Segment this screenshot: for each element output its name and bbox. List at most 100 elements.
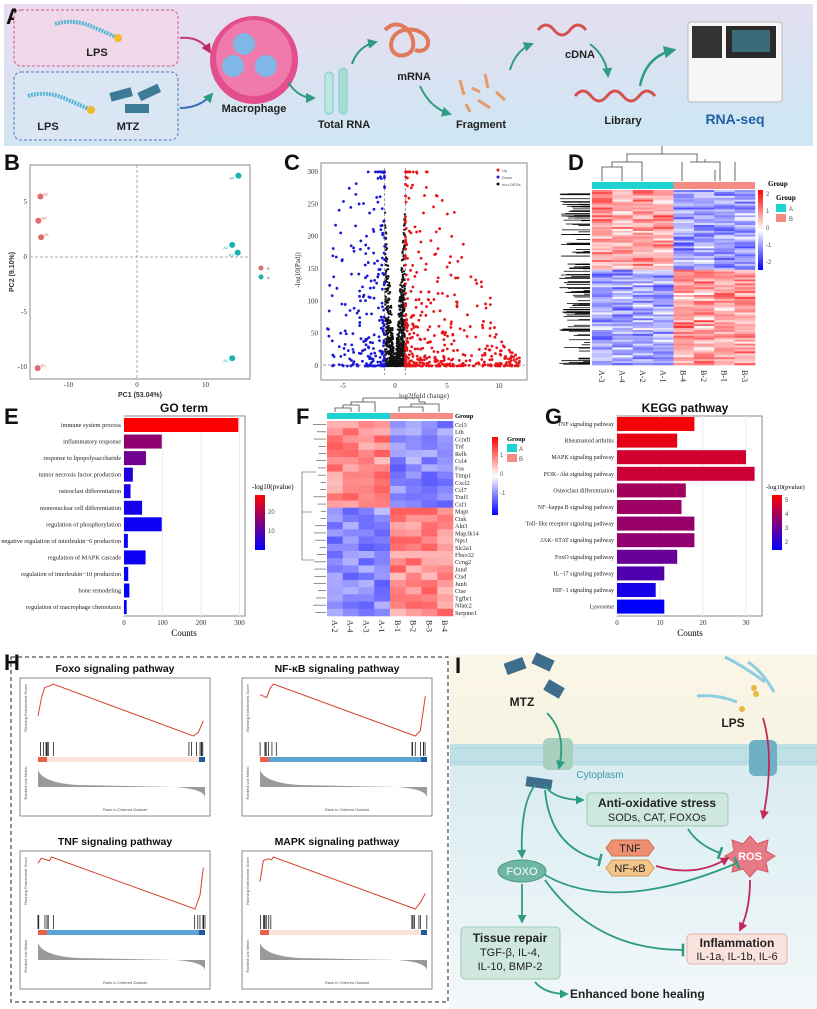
tissue-repair-box (460, 926, 561, 980)
d-heatmap-cell (632, 236, 654, 239)
volcano-point-non-deg (397, 323, 400, 326)
d-heatmap-cell (673, 312, 695, 315)
volcano-point-non-deg (387, 345, 391, 348)
volcano-point-up (494, 362, 498, 366)
f-legend-label: B (519, 457, 523, 463)
volcano-point-non-deg (384, 287, 387, 290)
d-heatmap-cell (653, 283, 674, 286)
f-group-header: Group (455, 413, 474, 420)
d-heatmap-cell (592, 347, 613, 350)
volcano-point-down (330, 294, 334, 298)
volcano-point-down (379, 364, 383, 368)
d-heatmap-cell (632, 205, 654, 208)
d-heatmap-cell (673, 296, 695, 300)
d-heatmap-cell (592, 281, 613, 284)
d-heatmap-cell (653, 314, 674, 317)
d-heatmap-cell (693, 195, 715, 199)
volcano-point-non-deg (398, 289, 402, 292)
gsea-ylabel-bottom: Ranked List Metric (245, 939, 250, 972)
volcano-point-non-deg (401, 275, 404, 278)
d-heatmap-cell (632, 287, 654, 290)
gsea-enrichment-curve (37, 683, 204, 737)
d-heatmap-cell (612, 330, 634, 333)
f-gene-label: Ccnd1 (455, 436, 471, 443)
d-column-label: A-1 (658, 370, 667, 382)
d-heatmap-cell (693, 300, 715, 304)
d-heatmap-cell (693, 289, 715, 292)
d-heatmap-cell (592, 318, 613, 321)
volcano-point-down (364, 243, 368, 247)
f-heatmap-cell (342, 529, 359, 537)
d-heatmap-cell (612, 207, 634, 210)
volcano-point-up (456, 348, 459, 352)
volcano-point-up (422, 211, 425, 215)
volcano-point-down (348, 309, 352, 312)
bar (124, 467, 133, 482)
d-heatmap-cell (693, 287, 715, 290)
f-heatmap-cell (342, 558, 359, 566)
library-icon (573, 89, 657, 103)
d-heatmap-cell (653, 355, 674, 358)
volcano-point-down (377, 306, 380, 310)
volcano-point-down (382, 364, 386, 368)
f-heatmap-cell (374, 428, 391, 436)
volcano-point-non-deg (402, 245, 406, 248)
f-heatmap-cell (390, 457, 407, 465)
d-heatmap-cell (734, 283, 756, 286)
volcano-point-up (440, 362, 444, 366)
d-heatmap-cell (653, 248, 674, 251)
d-heatmap-cell (653, 345, 674, 348)
d-heatmap-cell (673, 281, 695, 284)
d-heatmap-cell (673, 295, 695, 298)
f-gene-label: Fos (455, 465, 465, 472)
volcano-point-up (406, 278, 410, 281)
arrow-icon (509, 42, 534, 71)
d-heatmap-cell (693, 331, 715, 335)
volcano-point-up (433, 356, 437, 360)
d-heatmap-cell (693, 328, 715, 331)
macrophage-dish-icon (210, 16, 298, 104)
d-group-bar-b (673, 182, 755, 189)
d-heatmap-cell (714, 333, 735, 337)
f-heatmap-cell (437, 457, 454, 465)
f-heatmap-cell (374, 514, 391, 523)
f-gene-label: Ccl7 (455, 487, 467, 494)
d-heatmap-cell (632, 240, 654, 243)
d-heatmap-cell (714, 236, 735, 239)
d-heatmap-cell (673, 232, 695, 236)
f-heatmap-cell (405, 594, 422, 602)
gsea-rank-bar-blue (199, 757, 205, 762)
f-gene-label: Junb (455, 581, 467, 588)
gsea-ylabel-bottom: Ranked List Metric (23, 766, 28, 799)
volcano-point-up (446, 334, 449, 338)
d-heatmap-cell (693, 240, 715, 243)
volcano-point-non-deg (396, 333, 399, 336)
volcano-point-down (332, 275, 336, 279)
volcano-point-up (449, 273, 453, 277)
d-heatmap-cell (592, 207, 613, 210)
d-heatmap-cell (673, 207, 695, 210)
f-heatmap-cell (390, 428, 407, 436)
d-heatmap-cell (592, 302, 613, 306)
gsea-frame (19, 677, 211, 817)
volcano-point-up (415, 271, 419, 274)
f-heatmap-cell (390, 514, 407, 523)
pca-xlabel: PC1 (53.04%) (118, 392, 162, 399)
d-heatmap-cell (714, 215, 735, 218)
volcano-point-down (360, 359, 364, 363)
volcano-point-up (512, 358, 516, 362)
volcano-point-up (488, 348, 492, 352)
d-heatmap-cell (673, 240, 695, 243)
volcano-point-down (334, 223, 337, 227)
volcano-point-down (352, 249, 356, 253)
volcano-point-up (411, 264, 415, 267)
volcano-point-non-deg (386, 332, 389, 335)
d-heatmap-cell (734, 304, 756, 307)
kegg-color-label: -log10(pvalue) (766, 484, 805, 491)
volcano-point-up (481, 364, 485, 368)
cytoplasm-label: Cytoplasm (576, 770, 623, 781)
volcano-point-down (331, 247, 335, 250)
d-heatmap-cell (592, 219, 613, 222)
d-heatmap-cell (592, 256, 613, 259)
d-heatmap-cell (632, 314, 654, 317)
